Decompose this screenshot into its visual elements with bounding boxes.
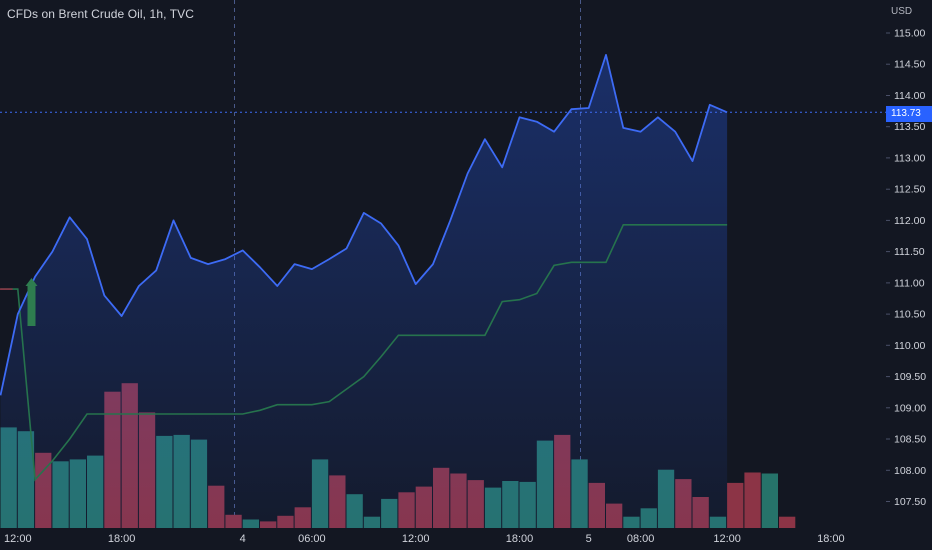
up-arrow-icon: [25, 278, 38, 286]
signal-marker: [25, 278, 38, 326]
y-tick-label-14: 108.00: [894, 465, 926, 477]
x-tick-label-3: 06:00: [298, 533, 326, 545]
volume-bar-45: [779, 516, 796, 528]
y-tick-label-6: 112.00: [894, 215, 925, 227]
x-tick-label-2: 4: [240, 533, 246, 545]
y-tick-label-15: 107.50: [894, 496, 926, 508]
y-tick-label-10: 110.00: [894, 340, 925, 352]
y-tick-label-3: 113.50: [894, 121, 925, 133]
currency-label: USD: [891, 6, 913, 17]
price-line: [0, 54, 728, 396]
y-tick-label-0: 115.00: [894, 28, 925, 40]
x-tick-label-4: 12:00: [402, 533, 430, 545]
last-price-badge: 113.73: [886, 106, 932, 122]
price-area: [0, 54, 728, 529]
volume-bar-44: [761, 473, 778, 528]
volume-bar-42: [727, 482, 744, 528]
y-axis[interactable]: 115.00 114.50 114.00 113.50 113.00 112.50 112.…: [886, 28, 926, 509]
green-indicator-line: [0, 224, 728, 482]
x-tick-label-8: 12:00: [713, 533, 741, 545]
y-tick-label-2: 114.00: [894, 90, 925, 102]
x-tick-label-6: 5: [586, 533, 592, 545]
chart-title: CFDs on Brent Crude Oil, 1h, TVC: [7, 7, 195, 21]
y-tick-label-7: 111.50: [894, 246, 925, 258]
y-tick-label-11: 109.50: [894, 371, 926, 383]
y-tick-label-5: 112.50: [894, 184, 925, 196]
x-tick-label-1: 18:00: [108, 533, 136, 545]
price-series-line: [0, 54, 728, 396]
x-axis[interactable]: 12:00 18:00 4 06:00 12:00 18:00 5 08:00 12:00 18:…: [4, 533, 845, 545]
y-tick-label-8: 111.00: [894, 277, 925, 289]
x-tick-label-5: 18:00: [506, 533, 534, 545]
y-tick-label-1: 114.50: [894, 59, 925, 71]
green-series-line: [0, 224, 728, 482]
x-tick-label-7: 08:00: [627, 533, 655, 545]
y-tick-label-4: 113.00: [894, 152, 925, 164]
y-tick-label-9: 110.50: [894, 309, 925, 321]
volume-bar-43: [744, 472, 761, 528]
y-tick-label-13: 108.50: [894, 434, 926, 446]
x-tick-label-9: 18:00: [817, 533, 845, 545]
x-tick-label-0: 12:00: [4, 533, 32, 545]
y-tick-label-12: 109.00: [894, 402, 926, 414]
up-arrow-shaft: [27, 286, 36, 326]
price-area-fill: [0, 54, 728, 529]
